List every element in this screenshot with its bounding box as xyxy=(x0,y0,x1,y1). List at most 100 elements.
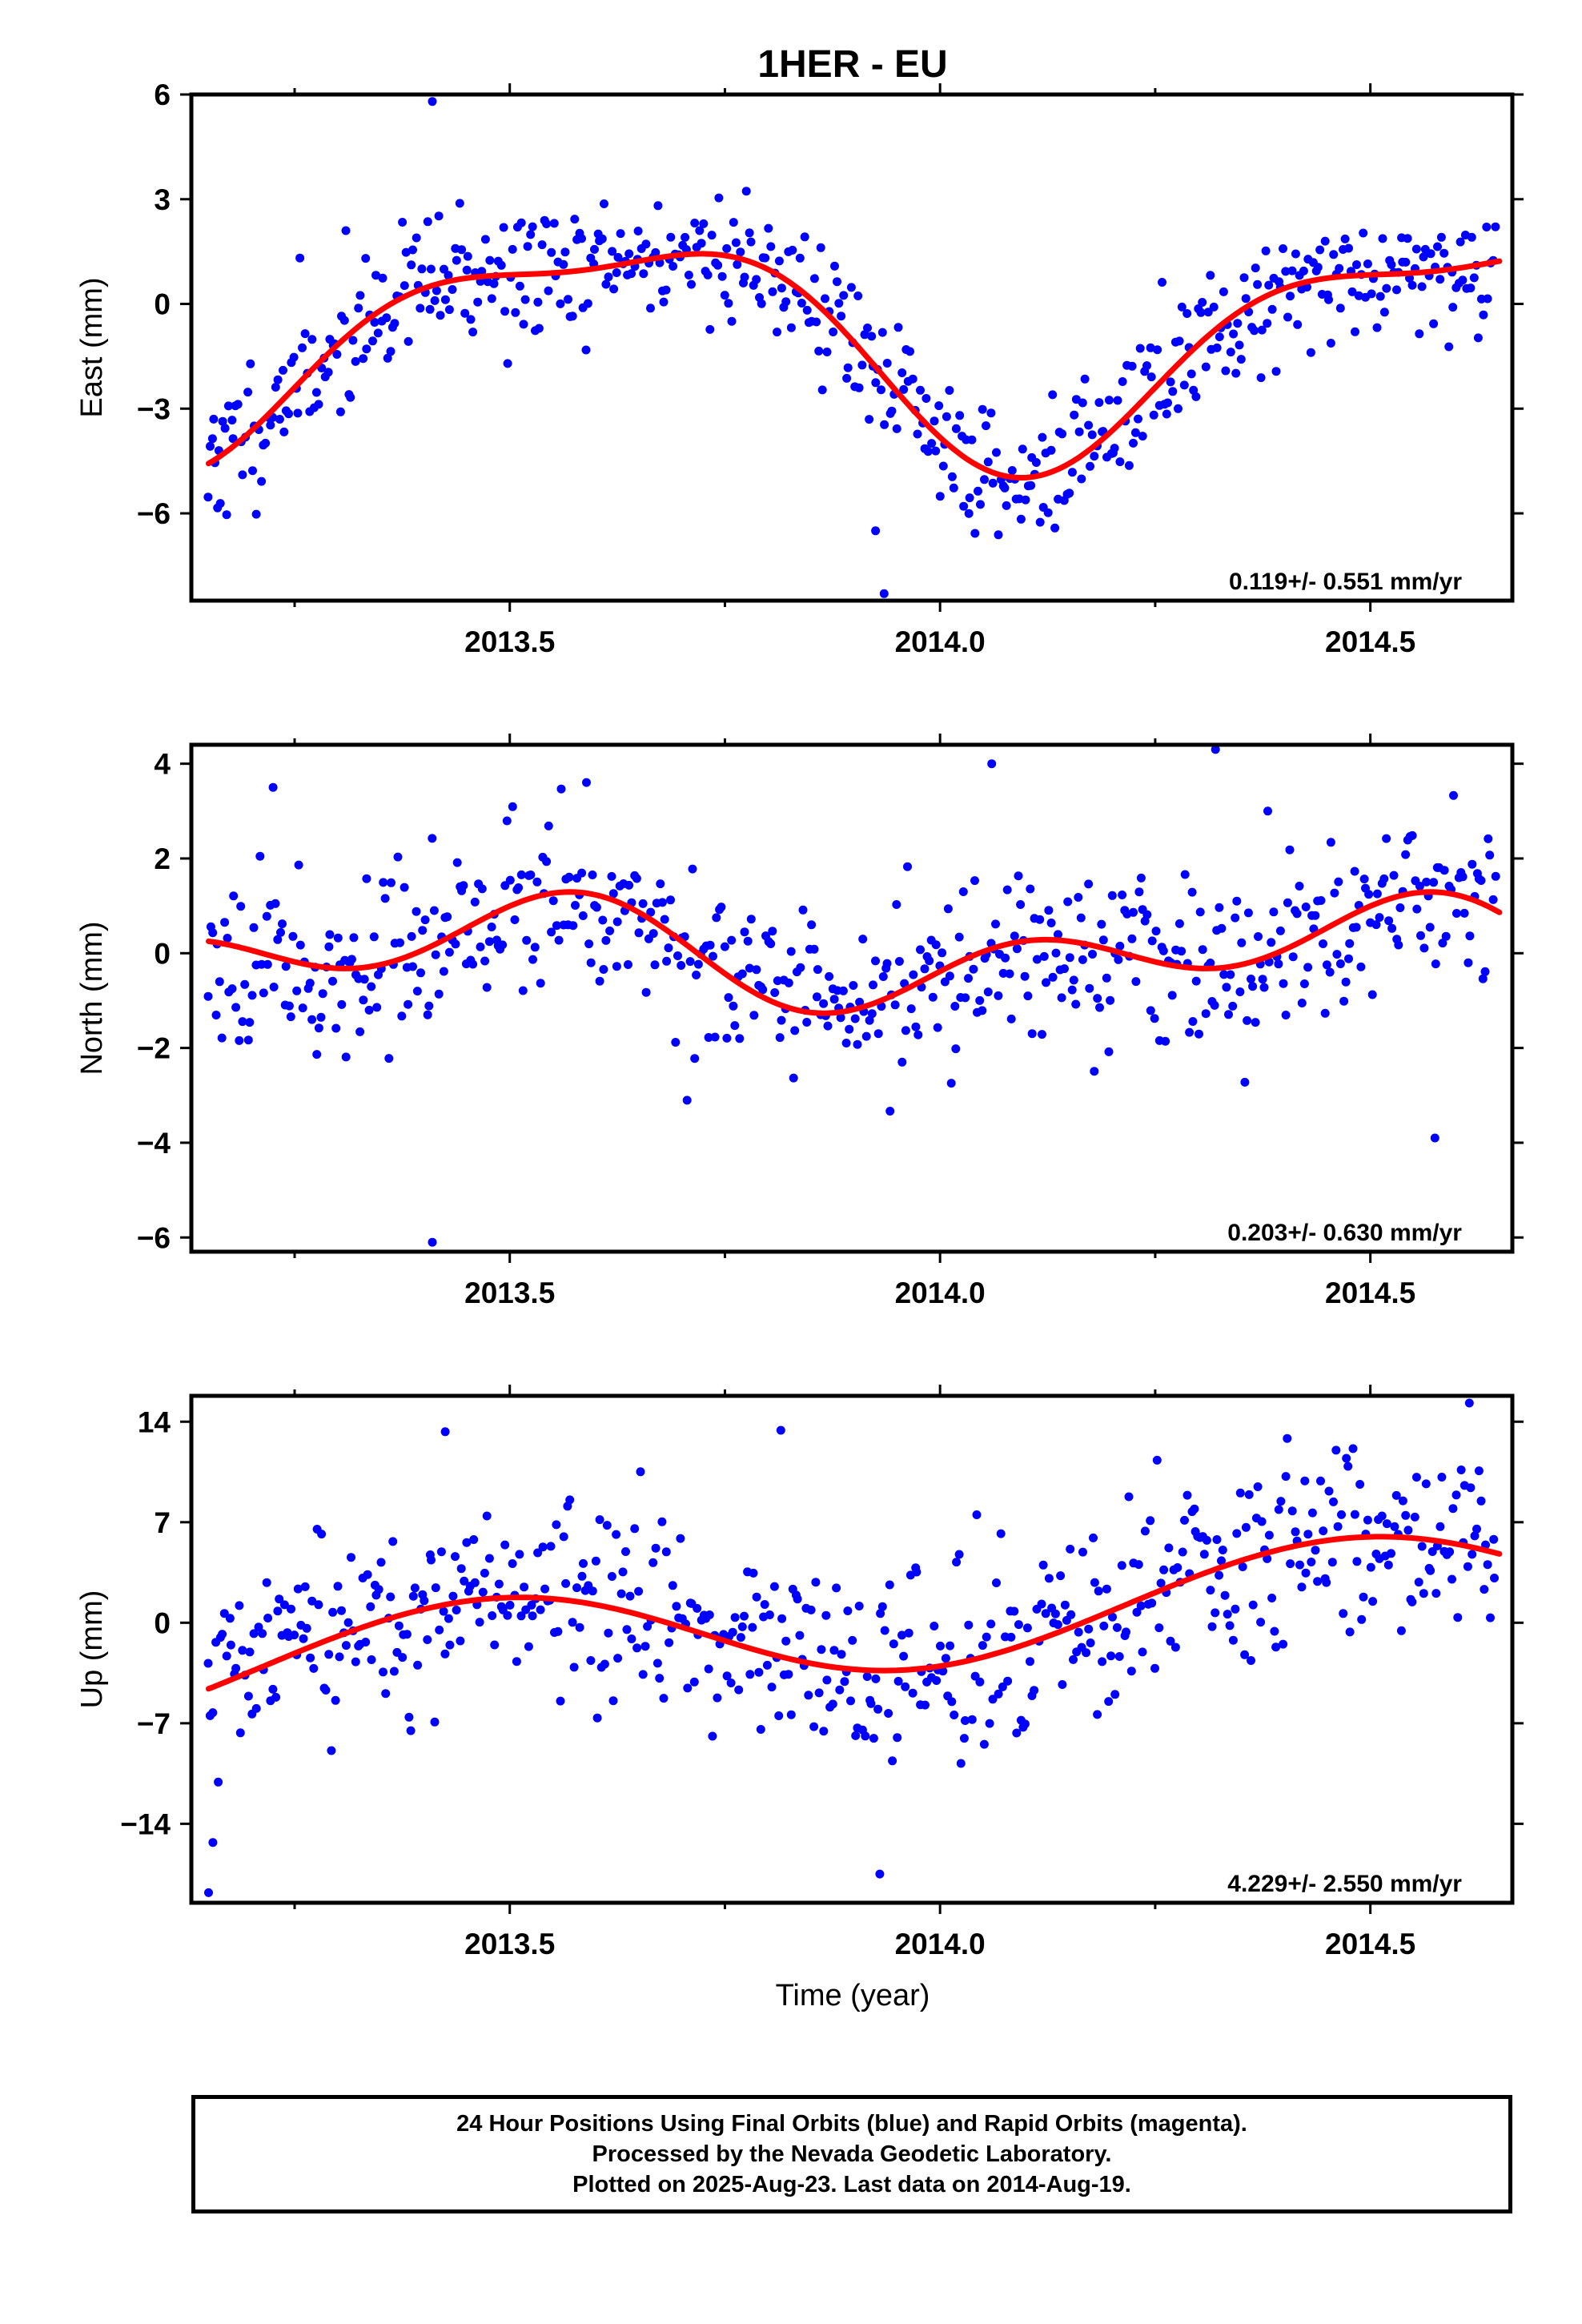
up-data-point xyxy=(1463,1562,1472,1571)
east-data-point xyxy=(860,330,869,340)
north-data-point xyxy=(1491,871,1500,881)
up-data-point xyxy=(1238,1562,1247,1571)
up-data-point xyxy=(1396,1626,1406,1635)
up-data-point xyxy=(829,1646,839,1655)
east-data-point xyxy=(452,255,461,265)
up-data-point xyxy=(1348,1444,1358,1454)
north-data-point xyxy=(1283,898,1292,907)
up-data-point xyxy=(638,1670,648,1679)
east-data-point xyxy=(1182,309,1192,318)
up-data-point xyxy=(478,1587,488,1597)
up-data-point xyxy=(1037,1599,1046,1609)
y-tick-label: −2 xyxy=(137,1032,171,1065)
north-data-point xyxy=(954,932,964,942)
y-tick-label: 14 xyxy=(138,1405,171,1438)
up-data-point xyxy=(1303,1530,1313,1539)
up-data-point xyxy=(347,1553,355,1562)
up-data-point xyxy=(538,1542,548,1552)
north-data-point xyxy=(1210,1000,1219,1010)
up-data-point xyxy=(676,1534,685,1543)
up-data-point xyxy=(1041,1609,1050,1618)
north-data-point xyxy=(768,927,777,936)
up-data-point xyxy=(1202,1535,1211,1545)
up-data-point xyxy=(1359,1592,1368,1602)
east-data-point xyxy=(463,251,472,261)
up-data-point xyxy=(1410,1512,1419,1522)
east-data-point xyxy=(974,486,982,496)
north-data-point xyxy=(1201,1009,1211,1019)
up-data-point xyxy=(249,1629,259,1638)
east-data-point xyxy=(207,434,217,444)
east-data-point xyxy=(359,354,368,364)
east-data-point xyxy=(795,253,805,263)
up-data-point xyxy=(877,1602,887,1611)
up-data-point xyxy=(832,1583,841,1593)
north-data-point xyxy=(1325,967,1335,977)
east-data-point xyxy=(273,375,283,384)
east-data-point xyxy=(1142,361,1151,371)
north-data-point xyxy=(502,816,512,826)
east-data-point xyxy=(361,254,371,263)
east-data-point xyxy=(215,499,225,509)
up-data-point xyxy=(1466,1483,1476,1493)
up-data-point xyxy=(1339,1609,1348,1618)
north-data-point xyxy=(1297,999,1307,1007)
up-data-point xyxy=(672,1602,681,1611)
north-data-point xyxy=(1292,909,1302,919)
up-data-point xyxy=(869,1734,878,1743)
north-data-point xyxy=(1158,946,1168,955)
east-data-point xyxy=(1375,292,1385,301)
north-data-point xyxy=(1051,948,1061,958)
east-data-point xyxy=(1261,246,1271,255)
north-data-point xyxy=(871,956,880,966)
up-data-point xyxy=(430,1717,440,1727)
north-data-point xyxy=(1016,900,1026,909)
up-data-point xyxy=(536,1605,545,1614)
north-data-point xyxy=(657,898,667,907)
north-data-point xyxy=(571,901,580,910)
east-data-point xyxy=(964,509,974,518)
up-data-point xyxy=(1110,1690,1120,1699)
east-data-point xyxy=(601,279,611,289)
up-data-point xyxy=(300,1582,310,1591)
east-data-point xyxy=(1241,294,1251,304)
up-data-point xyxy=(1448,1504,1458,1514)
up-data-point xyxy=(1363,1515,1372,1525)
north-data-point xyxy=(641,987,651,997)
up-data-point xyxy=(328,1607,338,1617)
north-data-point xyxy=(1014,871,1023,881)
north-data-point xyxy=(861,1031,871,1041)
up-data-point xyxy=(972,1510,982,1519)
north-data-point xyxy=(1412,904,1422,914)
east-data-point xyxy=(1046,445,1056,455)
north-data-point xyxy=(452,858,462,867)
east-data-point xyxy=(423,217,432,227)
east-data-point xyxy=(1363,259,1372,268)
north-data-point xyxy=(909,970,918,979)
north-data-point xyxy=(1085,983,1094,993)
east-data-point xyxy=(717,271,727,281)
east-data-point xyxy=(1313,263,1323,272)
up-data-point xyxy=(622,1625,632,1634)
north-data-point xyxy=(203,991,213,1001)
up-data-point xyxy=(777,1614,787,1623)
up-data-point xyxy=(1166,1636,1175,1646)
north-data-point xyxy=(359,975,369,984)
up-data-point xyxy=(998,1682,1007,1691)
east-data-point xyxy=(1031,458,1041,467)
up-data-point xyxy=(500,1540,510,1550)
north-data-point xyxy=(775,1033,785,1043)
east-data-point xyxy=(444,271,453,280)
up-data-point xyxy=(251,1703,261,1713)
east-data-point xyxy=(817,385,827,395)
up-data-point xyxy=(1099,1621,1109,1630)
north-data-point xyxy=(994,991,1003,1000)
north-data-point xyxy=(855,997,865,1007)
north-data-point xyxy=(1005,969,1014,979)
north-data-point xyxy=(1407,830,1417,840)
up-data-point xyxy=(575,1622,584,1632)
north-data-point xyxy=(1010,931,1019,941)
east-data-point xyxy=(1203,308,1213,317)
up-data-point xyxy=(1387,1549,1395,1558)
north-data-point xyxy=(666,895,675,905)
